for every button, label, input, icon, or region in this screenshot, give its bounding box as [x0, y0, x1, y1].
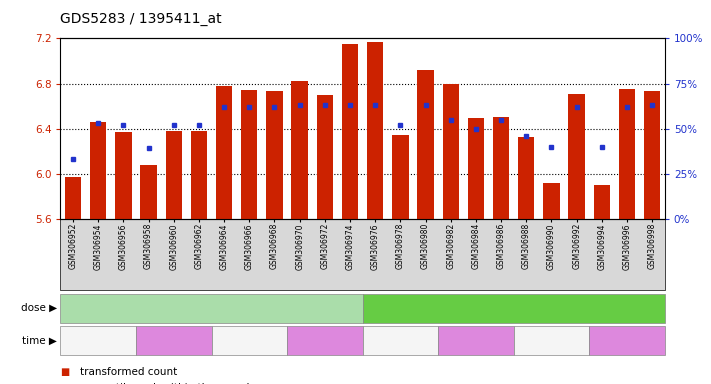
- Text: time ▶: time ▶: [22, 336, 57, 346]
- Bar: [594, 185, 610, 219]
- Text: ■: ■: [60, 383, 70, 384]
- Bar: [644, 91, 661, 219]
- Bar: [316, 95, 333, 219]
- Text: 4 h: 4 h: [165, 336, 183, 346]
- Bar: [216, 86, 232, 219]
- Text: 24 h: 24 h: [237, 336, 262, 346]
- Text: 48 h: 48 h: [312, 336, 337, 346]
- Bar: [367, 42, 383, 219]
- Bar: [619, 89, 635, 219]
- Text: 24 h: 24 h: [539, 336, 564, 346]
- Bar: [115, 132, 132, 219]
- Text: 0 h: 0 h: [90, 336, 107, 346]
- Text: dose ▶: dose ▶: [21, 303, 57, 313]
- Bar: [267, 91, 283, 219]
- Text: ■: ■: [60, 367, 70, 377]
- Bar: [191, 131, 207, 219]
- Text: 48 h: 48 h: [614, 336, 639, 346]
- Bar: [342, 44, 358, 219]
- Bar: [518, 137, 535, 219]
- Bar: [90, 122, 107, 219]
- Bar: [241, 90, 257, 219]
- Bar: [543, 183, 560, 219]
- Bar: [417, 70, 434, 219]
- Bar: [493, 118, 509, 219]
- Bar: [65, 177, 81, 219]
- Text: transformed count: transformed count: [80, 367, 178, 377]
- Bar: [392, 136, 409, 219]
- Text: 3 mg/kg RDX: 3 mg/kg RDX: [175, 303, 248, 313]
- Bar: [468, 119, 484, 219]
- Text: GDS5283 / 1395411_at: GDS5283 / 1395411_at: [60, 12, 222, 25]
- Text: 4 h: 4 h: [467, 336, 485, 346]
- Bar: [140, 165, 156, 219]
- Bar: [292, 81, 308, 219]
- Bar: [569, 94, 585, 219]
- Bar: [166, 131, 182, 219]
- Text: percentile rank within the sample: percentile rank within the sample: [80, 383, 256, 384]
- Text: 0 h: 0 h: [392, 336, 410, 346]
- Bar: [442, 84, 459, 219]
- Text: 18 mg/kg RDX: 18 mg/kg RDX: [474, 303, 554, 313]
